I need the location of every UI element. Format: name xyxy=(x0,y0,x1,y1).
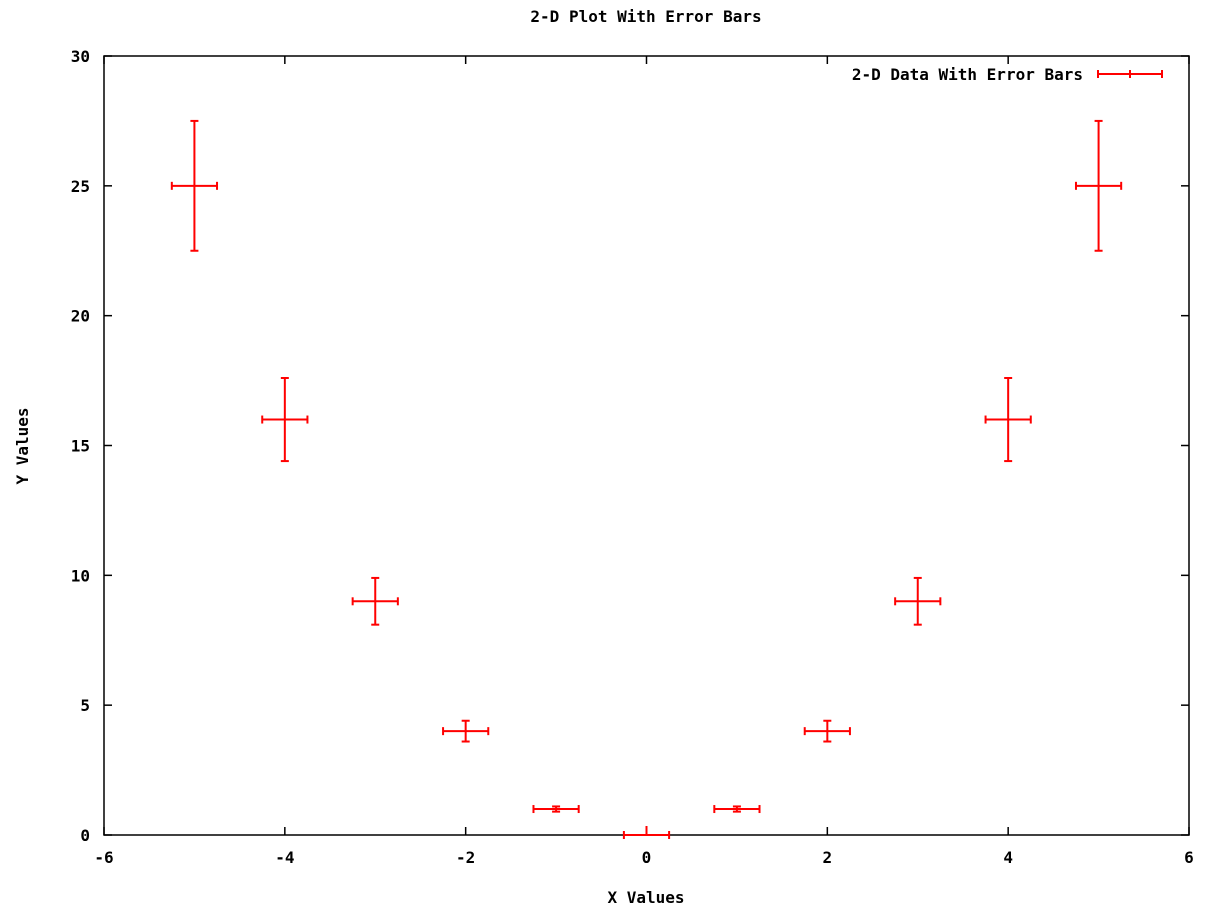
error-bar-point xyxy=(351,576,399,626)
error-bar-point xyxy=(170,119,219,252)
x-tick-label: -4 xyxy=(275,848,294,867)
legend-label: 2-D Data With Error Bars xyxy=(852,65,1083,84)
legend: 2-D Data With Error Bars xyxy=(852,65,1163,84)
x-tick-label: 4 xyxy=(1003,848,1013,867)
y-tick-label: 20 xyxy=(71,307,90,326)
data-series xyxy=(170,119,1123,839)
error-bar-point xyxy=(532,805,580,814)
chart-title: 2-D Plot With Error Bars xyxy=(530,7,761,26)
error-bar-point xyxy=(894,576,942,626)
y-axis: 0 5 10 15 20 25 30 xyxy=(71,47,1189,845)
error-bar-point xyxy=(984,376,1032,463)
error-bar-point xyxy=(713,805,761,814)
error-bar-point xyxy=(622,826,671,839)
error-bar-point xyxy=(1074,119,1123,252)
error-bar-point xyxy=(442,719,490,743)
x-tick-label: -2 xyxy=(456,848,475,867)
y-tick-label: 10 xyxy=(71,566,90,585)
x-tick-label: 0 xyxy=(642,848,652,867)
y-tick-label: 15 xyxy=(71,437,90,456)
y-axis-title: Y Values xyxy=(13,407,32,484)
error-bar-point xyxy=(261,376,309,463)
x-tick-label: 2 xyxy=(823,848,833,867)
x-axis: -6 -4 -2 0 2 4 6 xyxy=(94,56,1194,867)
x-axis-title: X Values xyxy=(607,888,684,907)
y-tick-label: 5 xyxy=(80,696,90,715)
x-tick-label: -6 xyxy=(94,848,113,867)
plot-border xyxy=(103,55,1190,836)
error-bar-point xyxy=(803,719,851,743)
plot-area xyxy=(103,55,1190,836)
y-tick-label: 25 xyxy=(71,177,90,196)
y-tick-label: 30 xyxy=(71,47,90,66)
x-tick-label: 6 xyxy=(1184,848,1194,867)
y-tick-label: 0 xyxy=(80,826,90,845)
